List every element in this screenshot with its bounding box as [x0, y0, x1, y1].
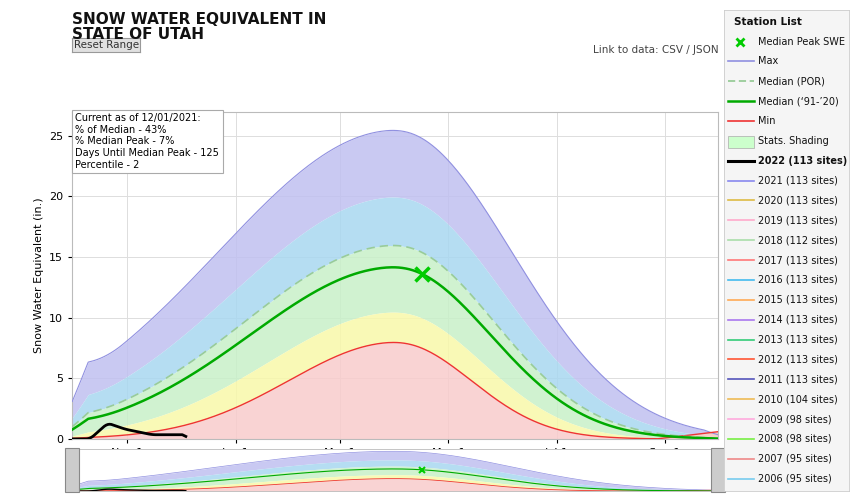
Bar	[711, 448, 725, 492]
Text: Median (‘91-’20): Median (‘91-’20)	[758, 96, 839, 106]
Text: 2012 (113 sites): 2012 (113 sites)	[758, 355, 838, 365]
Text: STATE OF UTAH: STATE OF UTAH	[72, 27, 204, 42]
Text: 2006 (95 sites): 2006 (95 sites)	[758, 474, 831, 484]
Text: 2008 (98 sites): 2008 (98 sites)	[758, 434, 831, 444]
Text: 2007 (95 sites): 2007 (95 sites)	[758, 454, 832, 464]
Bar	[728, 135, 754, 148]
Text: 2014 (113 sites): 2014 (113 sites)	[758, 315, 838, 325]
Text: Link to data: CSV / JSON: Link to data: CSV / JSON	[592, 45, 718, 55]
Text: 2018 (112 sites): 2018 (112 sites)	[758, 235, 838, 245]
Text: 2022 (113 sites): 2022 (113 sites)	[758, 156, 847, 166]
Text: Median (POR): Median (POR)	[758, 76, 824, 86]
Text: 2016 (113 sites): 2016 (113 sites)	[758, 275, 838, 285]
Text: 2009 (98 sites): 2009 (98 sites)	[758, 414, 831, 424]
Text: Reset Range: Reset Range	[74, 40, 139, 50]
Text: Min: Min	[758, 116, 775, 126]
Text: 2021 (113 sites): 2021 (113 sites)	[758, 176, 838, 186]
Text: Stats. Shading: Stats. Shading	[758, 136, 829, 146]
Text: Max: Max	[758, 57, 779, 66]
Text: 2015 (113 sites): 2015 (113 sites)	[758, 295, 838, 305]
Y-axis label: Snow Water Equivalent (in.): Snow Water Equivalent (in.)	[33, 197, 43, 353]
Bar	[65, 448, 79, 492]
Text: 2011 (113 sites): 2011 (113 sites)	[758, 374, 838, 384]
Text: Median Peak SWE: Median Peak SWE	[758, 37, 845, 47]
Text: 2020 (113 sites): 2020 (113 sites)	[758, 195, 838, 205]
Text: Current as of 12/01/2021:
% of Median - 43%
% Median Peak - 7%
Days Until Median: Current as of 12/01/2021: % of Median - …	[76, 113, 219, 170]
Text: 2013 (113 sites): 2013 (113 sites)	[758, 335, 838, 345]
Text: 2010 (104 sites): 2010 (104 sites)	[758, 394, 838, 404]
Text: 2017 (113 sites): 2017 (113 sites)	[758, 255, 838, 265]
Text: Station List: Station List	[734, 17, 802, 27]
Text: 2019 (113 sites): 2019 (113 sites)	[758, 215, 838, 225]
Text: SNOW WATER EQUIVALENT IN: SNOW WATER EQUIVALENT IN	[72, 12, 326, 27]
